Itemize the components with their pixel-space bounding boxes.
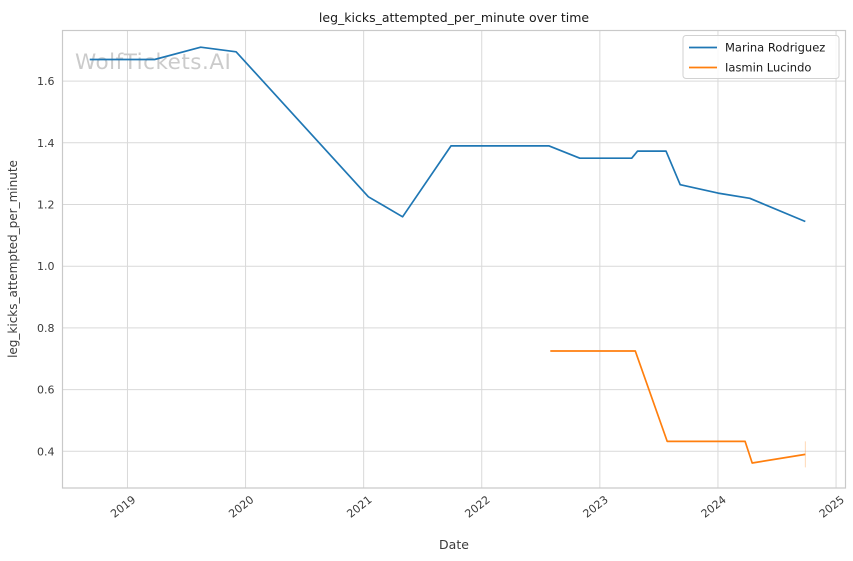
series-line-marina-rodriguez (89, 46, 806, 223)
y-tick-label: 1.4 (37, 137, 55, 150)
x-axis-label: Date (439, 537, 469, 552)
series-layer (89, 46, 806, 468)
legend-box (682, 35, 840, 79)
chart-title: leg_kicks_attempted_per_minute over time (319, 10, 589, 25)
plot-area-border (61, 29, 847, 489)
grid-layer (62, 30, 846, 488)
legend-label: Marina Rodriguez (725, 41, 825, 55)
watermark: WolfTickets.AI (75, 50, 231, 75)
y-tick-label: 0.8 (37, 322, 55, 335)
y-tick-label: 0.6 (37, 384, 55, 397)
y-tick-label: 0.4 (37, 445, 55, 458)
legend-label: Iasmin Lucindo (725, 61, 811, 75)
y-axis-label: leg_kicks_attempted_per_minute (6, 160, 20, 358)
y-tick-label: 1.0 (37, 260, 55, 273)
y-tick-label: 1.2 (37, 198, 55, 211)
y-tick-label: 1.6 (37, 75, 55, 88)
series-line-iasmin-lucindo (550, 350, 806, 464)
legend: Marina Rodriguez Iasmin Lucindo (682, 35, 840, 79)
